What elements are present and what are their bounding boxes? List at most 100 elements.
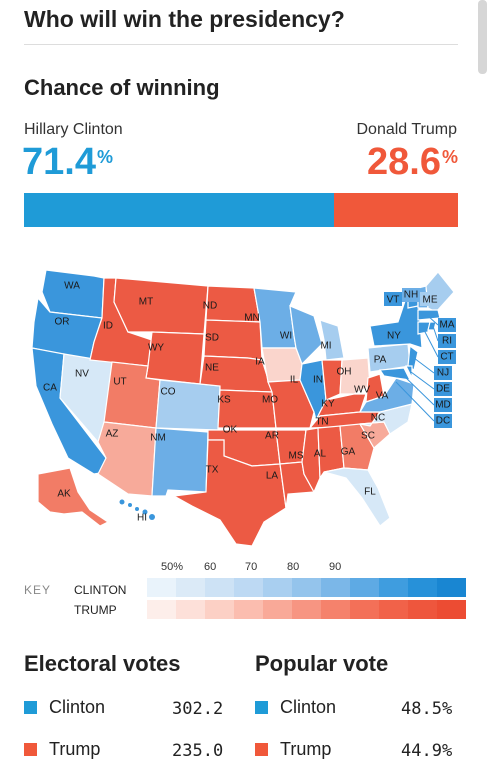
label-ia: IA bbox=[255, 357, 265, 368]
key-trump-label: TRUMP bbox=[74, 603, 117, 617]
trump-name: Donald Trump bbox=[356, 121, 458, 138]
label-mt: MT bbox=[139, 297, 153, 308]
popular-trump-row: Trump bbox=[255, 739, 331, 760]
key-clinton-swatch-4 bbox=[263, 578, 292, 597]
label-ak: AK bbox=[57, 489, 71, 500]
label-hi: HI bbox=[137, 513, 147, 524]
key-tick-50: 50% bbox=[161, 561, 184, 573]
chance-heading: Chance of winning bbox=[24, 75, 220, 100]
label-ma: MA bbox=[440, 320, 455, 331]
label-tn: TN bbox=[315, 417, 328, 428]
electoral-clinton-row: Clinton bbox=[24, 697, 105, 718]
state-hi[interactable] bbox=[119, 499, 156, 521]
state-mt[interactable] bbox=[113, 277, 209, 335]
label-ky: KY bbox=[321, 399, 335, 410]
key-clinton-swatch-9 bbox=[408, 578, 437, 597]
label-tx: TX bbox=[206, 465, 219, 476]
label-ca: CA bbox=[43, 383, 57, 394]
electoral-trump-value: 235.0 bbox=[172, 741, 224, 761]
popular-clinton-name: Clinton bbox=[280, 697, 337, 717]
label-sc: SC bbox=[361, 431, 375, 442]
state-oh[interactable] bbox=[339, 357, 371, 395]
label-ar: AR bbox=[265, 431, 279, 442]
label-me: ME bbox=[423, 295, 438, 306]
key-clinton-swatch-6 bbox=[321, 578, 350, 597]
tag-nh[interactable] bbox=[402, 288, 420, 302]
state-de[interactable] bbox=[405, 365, 413, 379]
label-nc: NC bbox=[371, 413, 385, 424]
key-trump-swatch-8 bbox=[379, 600, 408, 619]
clinton-probability-bar bbox=[24, 193, 334, 227]
clinton-swatch bbox=[255, 701, 268, 714]
key-tick-60: 60 bbox=[204, 561, 217, 573]
label-wi: WI bbox=[280, 331, 292, 342]
state-ga[interactable] bbox=[339, 423, 375, 471]
label-ct: CT bbox=[440, 352, 453, 363]
key-trump-swatch-10 bbox=[437, 600, 466, 619]
state-wa[interactable] bbox=[41, 269, 105, 319]
label-al: AL bbox=[314, 449, 327, 460]
label-nm: NM bbox=[150, 433, 166, 444]
key-clinton-swatch-2 bbox=[205, 578, 234, 597]
label-va: VA bbox=[376, 391, 389, 402]
state-fl[interactable] bbox=[323, 467, 391, 527]
key-clinton-swatch-8 bbox=[379, 578, 408, 597]
key-clinton-scale bbox=[147, 578, 466, 597]
tag-ct[interactable] bbox=[438, 350, 456, 364]
tag-vt[interactable] bbox=[384, 292, 402, 306]
tag-ri[interactable] bbox=[438, 334, 456, 348]
state-ct[interactable] bbox=[417, 321, 431, 335]
key-trump-swatch-6 bbox=[321, 600, 350, 619]
scrollbar-thumb[interactable] bbox=[478, 0, 487, 74]
label-fl: FL bbox=[364, 487, 376, 498]
electoral-trump-row: Trump bbox=[24, 739, 100, 760]
key-trump-swatch-4 bbox=[263, 600, 292, 619]
tag-dc[interactable] bbox=[434, 414, 452, 428]
label-nv: NV bbox=[75, 369, 89, 380]
tag-md[interactable] bbox=[434, 398, 452, 412]
state-tx[interactable] bbox=[172, 439, 287, 547]
state-mi[interactable] bbox=[319, 319, 345, 361]
key-trump-scale bbox=[147, 600, 466, 619]
key-label: KEY bbox=[24, 583, 52, 597]
clinton-name: Hillary Clinton bbox=[24, 121, 123, 138]
ne-state-tags bbox=[384, 288, 456, 428]
clinton-swatch bbox=[24, 701, 37, 714]
key-trump-swatch-5 bbox=[292, 600, 321, 619]
header-bar: Who will win the presidency? bbox=[0, 0, 487, 44]
state-ak[interactable] bbox=[37, 467, 110, 527]
electoral-trump-name: Trump bbox=[49, 739, 101, 759]
label-vt: VT bbox=[387, 295, 400, 306]
us-electoral-map[interactable]: WA OR CA NV ID MT WY UT CO AZ NM ND SD N… bbox=[24, 262, 464, 552]
electoral-clinton-name: Clinton bbox=[49, 697, 106, 717]
key-tick-70: 70 bbox=[245, 561, 258, 573]
label-sd: SD bbox=[205, 333, 219, 344]
state-nj[interactable] bbox=[407, 344, 419, 371]
label-pa: PA bbox=[374, 355, 387, 366]
header-divider bbox=[24, 44, 458, 45]
tag-de[interactable] bbox=[434, 382, 452, 396]
label-id: ID bbox=[103, 321, 113, 332]
label-az: AZ bbox=[106, 429, 119, 440]
label-wv: WV bbox=[354, 385, 370, 396]
tag-me[interactable] bbox=[420, 292, 440, 306]
tag-ma[interactable] bbox=[438, 318, 456, 332]
state-ma[interactable] bbox=[417, 309, 441, 321]
label-wa: WA bbox=[64, 281, 80, 292]
label-ks: KS bbox=[217, 395, 231, 406]
state-md[interactable] bbox=[378, 367, 412, 381]
key-clinton-swatch-1 bbox=[176, 578, 205, 597]
key-clinton-swatch-3 bbox=[234, 578, 263, 597]
label-ny: NY bbox=[387, 331, 401, 342]
key-tick-90: 90 bbox=[329, 561, 342, 573]
state-wy[interactable] bbox=[145, 331, 205, 385]
popular-trump-value: 44.9% bbox=[401, 741, 453, 761]
state-ri[interactable] bbox=[427, 321, 437, 331]
tag-nj[interactable] bbox=[434, 366, 452, 380]
popular-trump-name: Trump bbox=[280, 739, 332, 759]
label-ga: GA bbox=[341, 447, 356, 458]
trump-percent: 28.6% bbox=[367, 141, 458, 183]
key-clinton-swatch-10 bbox=[437, 578, 466, 597]
trump-probability-bar bbox=[334, 193, 458, 227]
label-ms: MS bbox=[289, 451, 304, 462]
